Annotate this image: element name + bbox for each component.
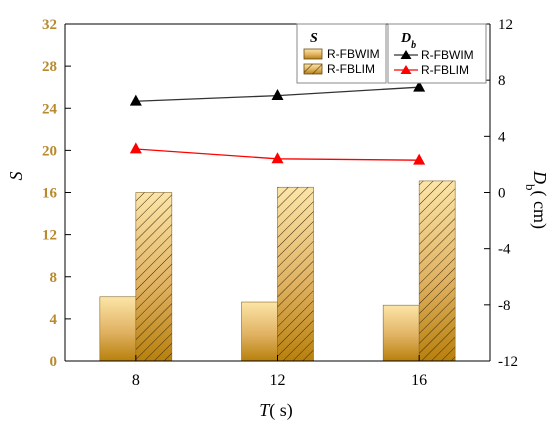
- marker-r-fbwim-0: [129, 94, 142, 106]
- y-left-tick-label-4: 16: [42, 186, 58, 202]
- y-left-tick-label-1: 4: [50, 312, 58, 328]
- y-left-tick-label-5: 20: [42, 143, 57, 159]
- y-right-tick-label-1: -8: [498, 298, 511, 314]
- y-right-tick-label-5: 8: [498, 73, 506, 89]
- y-right-axis-sub: b: [524, 184, 539, 191]
- legend-bar-label-0: R-FBWIM: [327, 47, 380, 61]
- x-tick-label-2: 16: [411, 372, 427, 389]
- bars-layer: [99, 180, 456, 362]
- x-axis-unit: ( s): [269, 400, 293, 421]
- x-tick-label-1: 12: [270, 372, 286, 389]
- x-axis-var: T: [259, 400, 271, 420]
- marker-r-fblim-1: [271, 152, 284, 164]
- y-left-tick-label-2: 8: [50, 270, 58, 286]
- legend-line-label-1: R-FBLIM: [421, 63, 469, 77]
- marker-r-fblim-0: [129, 142, 142, 154]
- y-left-tick-label-3: 12: [42, 228, 57, 244]
- y-right-tick-label-4: 4: [498, 129, 506, 145]
- legend-swatch-hatch: [304, 64, 322, 74]
- y-left-tick-label-7: 28: [42, 59, 57, 75]
- legend-line-label-0: R-FBWIM: [421, 48, 474, 62]
- legend-marker-0: [400, 50, 412, 59]
- y-right-tick-label-6: 12: [498, 17, 513, 33]
- bar-hatch-r-fblim-2: [419, 180, 456, 361]
- y-left-tick-label-8: 32: [42, 17, 57, 33]
- x-axis-title: T( s): [259, 400, 293, 421]
- y-right-tick-label-0: -12: [498, 354, 518, 370]
- x-tick-label-0: 8: [132, 372, 140, 389]
- marker-r-fblim-2: [413, 153, 426, 165]
- legend-lines-title-var: D: [400, 31, 411, 46]
- legend-bars: S R-FBWIM R-FBLIM: [296, 23, 387, 84]
- y-right-axis-unit: ( cm): [529, 191, 550, 229]
- y-right-axis-title: Db( cm): [524, 170, 550, 229]
- axes-layer: 0 4 8 12 16 20 24 28 32 -12 -8 -4 0 4 8 12 8 12 16: [42, 17, 518, 389]
- bar-hatch-r-fblim-1: [277, 187, 314, 361]
- bar-r-fbwim-2: [382, 304, 420, 362]
- marker-r-fbwim-1: [271, 89, 284, 101]
- legend-swatch-solid: [303, 48, 323, 60]
- bar-r-fbwim-1: [241, 301, 278, 362]
- y-left-tick-label-0: 0: [50, 354, 58, 370]
- y-right-axis-var: D: [530, 170, 550, 184]
- legend-bar-label-1: R-FBLIM: [327, 62, 375, 76]
- lines-layer: [129, 80, 426, 165]
- legend-lines: Db R-FBWIM R-FBLIM: [387, 23, 487, 84]
- bar-r-fbwim-0: [99, 296, 137, 362]
- marker-r-fbwim-2: [413, 80, 426, 92]
- y-right-tick-label-2: -4: [498, 242, 511, 258]
- legend-bars-title: S: [310, 31, 318, 46]
- legend-marker-1: [400, 65, 412, 74]
- legend-lines-title: Db: [400, 31, 416, 51]
- y-right-tick-label-3: 0: [498, 186, 506, 202]
- bar-hatch-r-fblim-0: [135, 192, 172, 361]
- legend-lines-title-sub: b: [411, 40, 416, 51]
- y-left-axis-title: S: [6, 172, 26, 181]
- y-left-tick-label-6: 24: [42, 101, 58, 117]
